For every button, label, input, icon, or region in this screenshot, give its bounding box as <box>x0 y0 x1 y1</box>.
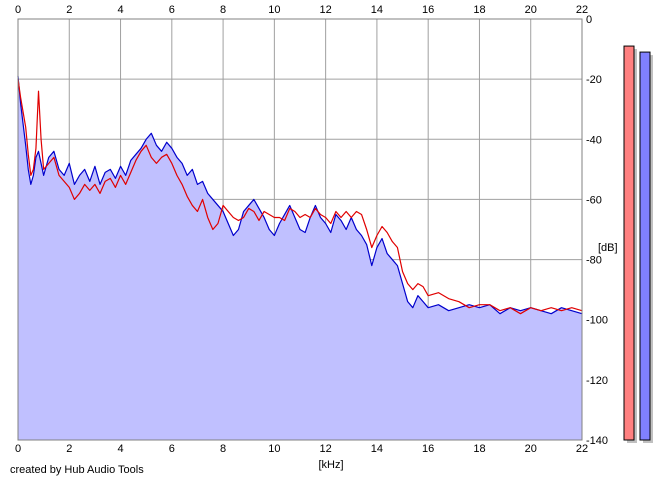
y-tick-label-6: -120 <box>586 375 608 387</box>
level-meters <box>623 45 653 444</box>
x-tick-label-bottom-11: 22 <box>576 443 588 455</box>
fill-layer <box>18 76 582 440</box>
x-tick-label-top-5: 10 <box>268 4 280 16</box>
x-tick-label-top-6: 12 <box>320 4 332 16</box>
x-tick-label-top-4: 8 <box>220 4 226 16</box>
x-tick-label-top-2: 4 <box>117 4 123 16</box>
plot-border <box>17 18 583 441</box>
series-line-2 <box>17 78 583 315</box>
x-tick-label-top-10: 20 <box>525 4 537 16</box>
y-tick-label-0: 0 <box>586 14 592 26</box>
series-layer <box>17 75 583 315</box>
x-tick-label-bottom-6: 12 <box>320 443 332 455</box>
axes-layer: 002244668810101212141416161818202022220-… <box>15 4 608 455</box>
spectrum-fill <box>18 76 582 440</box>
series-line-1 <box>17 75 583 315</box>
x-tick-label-top-1: 2 <box>66 4 72 16</box>
x-tick-label-bottom-1: 2 <box>66 443 72 455</box>
x-tick-label-top-11: 22 <box>576 4 588 16</box>
x-tick-label-top-0: 0 <box>15 4 21 16</box>
credit-text: created by Hub Audio Tools <box>10 464 144 476</box>
x-tick-label-top-3: 6 <box>169 4 175 16</box>
x-tick-label-top-7: 14 <box>371 4 383 16</box>
x-tick-label-bottom-9: 18 <box>473 443 485 455</box>
y-tick-label-2: -40 <box>586 134 602 146</box>
x-tick-label-top-9: 18 <box>473 4 485 16</box>
level-meter-2 <box>639 51 651 441</box>
y-tick-label-5: -100 <box>586 315 608 327</box>
y-axis-label: [dB] <box>598 242 618 254</box>
x-tick-label-bottom-5: 10 <box>268 443 280 455</box>
x-tick-label-bottom-7: 14 <box>371 443 383 455</box>
level-meter-1 <box>623 45 635 441</box>
x-tick-label-bottom-10: 20 <box>525 443 537 455</box>
x-tick-label-bottom-8: 16 <box>422 443 434 455</box>
y-tick-label-7: -140 <box>586 435 608 447</box>
x-tick-label-bottom-0: 0 <box>15 443 21 455</box>
x-tick-label-bottom-4: 8 <box>220 443 226 455</box>
x-tick-label-bottom-3: 6 <box>169 443 175 455</box>
y-tick-label-1: -20 <box>586 74 602 86</box>
x-tick-label-top-8: 16 <box>422 4 434 16</box>
x-tick-label-bottom-2: 4 <box>117 443 123 455</box>
x-axis-label: [kHz] <box>318 459 343 471</box>
y-tick-label-4: -80 <box>586 255 602 267</box>
y-tick-label-3: -60 <box>586 194 602 206</box>
